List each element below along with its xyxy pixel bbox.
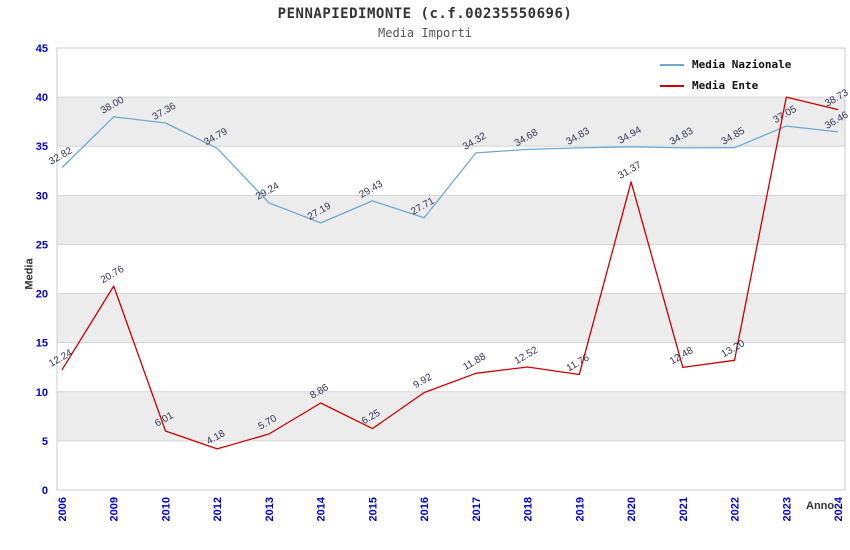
- chart-subtitle: Media Importi: [378, 26, 472, 40]
- x-tick-label: 2022: [730, 497, 742, 521]
- plot-band: [57, 97, 845, 147]
- y-tick-label: 45: [36, 43, 48, 55]
- legend-item-media-ente: Media Ente: [660, 79, 791, 92]
- y-tick-label: 20: [36, 289, 48, 301]
- x-tick-label: 2020: [626, 497, 638, 521]
- y-tick-label: 15: [36, 338, 48, 350]
- x-tick-label: 2017: [471, 497, 483, 521]
- media-nazionale-point-label: 32.82: [47, 145, 75, 167]
- y-tick-label: 5: [42, 436, 48, 448]
- plot-band: [57, 195, 845, 245]
- legend-item-media-nazionale: Media Nazionale: [660, 58, 791, 71]
- legend-label-media-nazionale: Media Nazionale: [692, 58, 792, 71]
- x-tick-label: 2018: [523, 497, 535, 521]
- x-tick-label: 2021: [678, 497, 690, 521]
- y-axis-title: Media: [23, 258, 36, 290]
- legend-line-media-ente: [660, 84, 684, 87]
- media-nazionale-line: [61, 116, 839, 224]
- media-ente-point-label: 31.37: [616, 159, 644, 181]
- plot-band: [57, 391, 845, 441]
- x-tick-label: 2006: [57, 497, 69, 521]
- media-ente-point-label: 12.52: [513, 345, 541, 367]
- x-tick-label: 2024: [833, 496, 845, 521]
- y-tick-label: 25: [36, 239, 48, 251]
- x-tick-label: 2013: [264, 497, 276, 521]
- x-tick-label: 2009: [109, 497, 121, 521]
- y-tick-label: 10: [36, 387, 48, 399]
- x-tick-label: 2023: [781, 497, 793, 521]
- media-ente-point-label: 20.76: [99, 264, 127, 286]
- media-ente-point-label: 12.24: [47, 347, 75, 369]
- legend-label-media-ente: Media Ente: [692, 79, 759, 92]
- x-tick-label: 2019: [574, 497, 586, 521]
- media-ente-point-label: 11.88: [461, 351, 488, 373]
- chart-title: PENNAPIEDIMONTE (c.f.00235550696): [277, 6, 573, 22]
- x-tick-label: 2010: [160, 497, 172, 521]
- media-ente-point-label: 9.92: [412, 372, 435, 391]
- legend-line-media-nazionale: [660, 63, 684, 66]
- y-tick-label: 40: [36, 92, 48, 104]
- x-tick-label: 2015: [367, 497, 379, 521]
- plot-border: [56, 47, 846, 491]
- media-ente-point-label: 11.76: [565, 352, 592, 374]
- y-tick-label: 0: [42, 485, 48, 497]
- media-ente-line: [61, 96, 839, 450]
- plot-band: [57, 293, 845, 343]
- x-tick-label: 2014: [316, 496, 328, 521]
- x-tick-label: 2016: [419, 497, 431, 521]
- y-tick-label: 30: [36, 190, 48, 202]
- y-tick-label: 35: [36, 141, 48, 153]
- x-tick-label: 2012: [212, 497, 224, 521]
- x-axis-title: Anno: [806, 500, 835, 512]
- legend: Media Nazionale Media Ente: [660, 58, 791, 92]
